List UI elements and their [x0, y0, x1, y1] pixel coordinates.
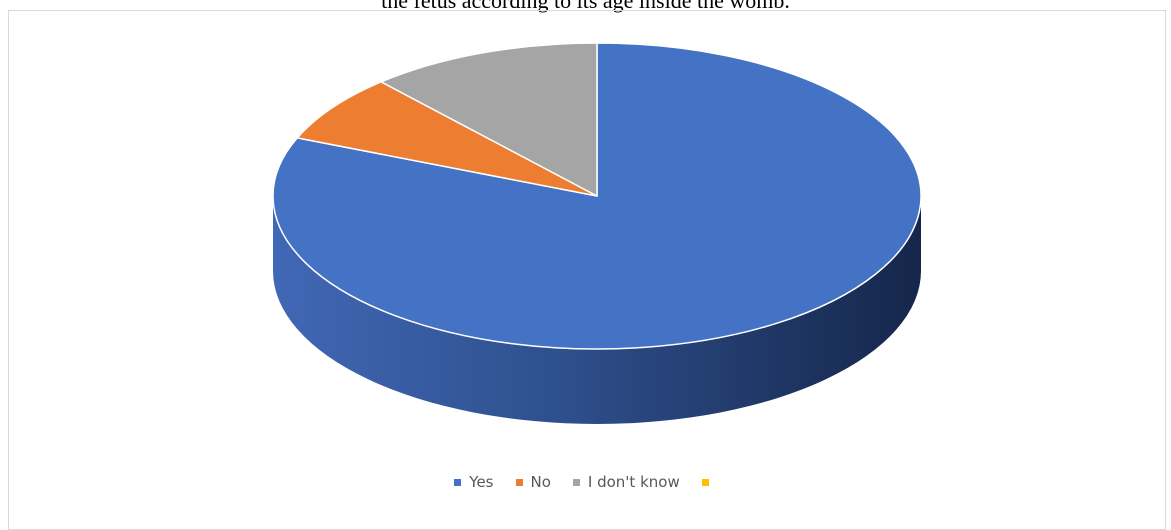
chart-title: the fetus according to its age inside th…	[381, 0, 790, 13]
legend-label-yes: Yes	[469, 473, 494, 491]
legend-swatch-i-don-t-know	[572, 478, 580, 486]
legend-item-i-don-t-know: I don't know	[572, 473, 680, 491]
legend-swatch-yes	[454, 478, 462, 486]
legend: Yes No I don't know	[0, 473, 1171, 491]
legend-item-blank	[701, 478, 717, 486]
pie-side-yes	[273, 196, 921, 424]
pie-top-layer	[272, 42, 922, 350]
legend-item-no: No	[515, 473, 551, 491]
legend-label-i-don-t-know: I don't know	[587, 473, 680, 491]
pie-side-layer	[273, 196, 921, 424]
pie-slice-i-don-t-know	[380, 42, 598, 197]
pie-slice-no	[296, 81, 598, 197]
legend-item-yes: Yes	[454, 473, 494, 491]
pie-chart	[272, 42, 922, 424]
legend-swatch-blank	[701, 478, 709, 486]
legend-swatch-no	[515, 478, 523, 486]
legend-label-no: No	[530, 473, 551, 491]
